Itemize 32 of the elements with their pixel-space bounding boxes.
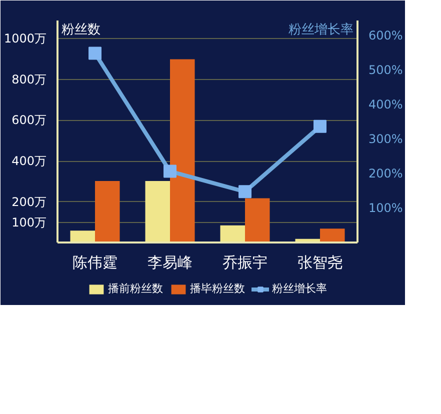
y-tick-label: 200万 [12,194,46,209]
y-tick-label: 1000万 [4,31,47,46]
x-tick-label: 陈伟霆 [72,254,118,272]
legend-label: 粉丝增长率 [272,281,327,296]
bar [145,181,170,243]
bar [245,198,270,243]
point [314,120,326,133]
bar [170,59,195,243]
x-tick-label: 李易峰 [148,254,192,272]
legend-label: 播前粉丝数 [108,281,163,296]
y-axis-title: 粉丝数 [62,22,100,38]
point [238,185,252,198]
y2-tick-label: 200% [368,166,403,181]
y-tick-label: 100万 [12,215,46,230]
y-tick-label: 400万 [12,154,46,168]
y2-tick-label: 300% [368,132,403,146]
point [164,164,176,178]
y-tick-label: 600万 [12,113,46,128]
x-tick-label: 张智尧 [298,254,342,272]
bar [320,228,345,243]
y2-tick-label: 500% [368,63,403,78]
y-tick-label: 800万 [12,72,46,86]
legend-label: 播毕粉丝数 [190,281,245,296]
x-tick-label: 乔振宇 [222,254,268,272]
point [88,46,102,60]
y2-tick-label: 400% [368,98,403,112]
bar [70,230,95,243]
bar [95,181,120,243]
y2-tick-label: 100% [368,201,403,216]
y2-axis-title: 粉丝增长率 [288,22,354,38]
bar [220,225,245,243]
y2-tick-label: 600% [368,28,403,43]
